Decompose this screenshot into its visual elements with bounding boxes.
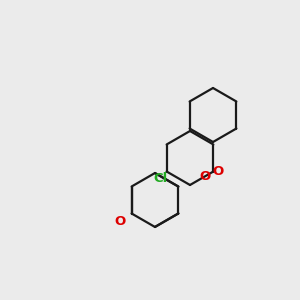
Text: O: O (213, 165, 224, 178)
Text: O: O (200, 170, 211, 184)
Text: O: O (114, 215, 125, 228)
Text: Cl: Cl (153, 172, 167, 185)
